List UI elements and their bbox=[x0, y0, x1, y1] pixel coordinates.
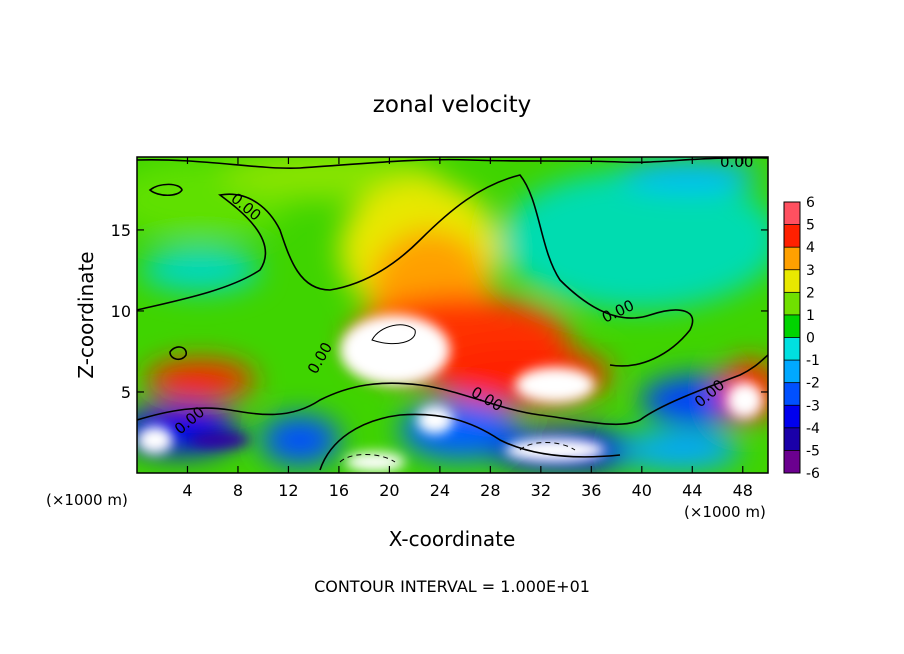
contour-line bbox=[319, 413, 621, 471]
colorbar: -6 -5 -4 -3 -2 -1 0 1 2 3 4 5 6 bbox=[783, 195, 820, 482]
colorbar-label: 5 bbox=[806, 218, 815, 234]
x-tick-label: 24 bbox=[430, 481, 450, 500]
contour-line bbox=[148, 183, 183, 197]
plot-area: 0.00 0.00 0.00 0.00 0.00 0.00 0.00 bbox=[137, 153, 768, 473]
contour-line bbox=[137, 354, 768, 426]
contour-line-dashed bbox=[519, 442, 576, 451]
contour-line bbox=[169, 346, 187, 361]
x-tick-label: 28 bbox=[480, 481, 500, 500]
x-tick-label: 48 bbox=[733, 481, 753, 500]
colorbar-label: -4 bbox=[806, 421, 820, 437]
chart-title: zonal velocity bbox=[373, 92, 531, 118]
contour-line bbox=[137, 157, 768, 170]
x-unit-left: (×1000 m) bbox=[46, 491, 128, 509]
colorbar-label: 3 bbox=[806, 263, 815, 279]
contour-line-dashed bbox=[339, 454, 396, 463]
x-tick-label: 8 bbox=[233, 481, 243, 500]
colorbar-swatch bbox=[784, 427, 800, 451]
x-tick-label: 36 bbox=[581, 481, 601, 500]
colorbar-label: 0 bbox=[806, 331, 815, 347]
colorbar-swatch bbox=[784, 337, 800, 361]
colorbar-label: -1 bbox=[806, 353, 820, 369]
contour-interval-footer: CONTOUR INTERVAL = 1.000E+01 bbox=[314, 577, 590, 596]
x-tick-label: 40 bbox=[632, 481, 652, 500]
plot-frame bbox=[136, 156, 769, 474]
colorbar-label: 1 bbox=[806, 308, 815, 324]
colorbar-swatch bbox=[784, 224, 800, 248]
colorbar-label: -3 bbox=[806, 398, 820, 414]
colorbar-swatch bbox=[784, 269, 800, 293]
x-tick-label: 32 bbox=[531, 481, 551, 500]
colorbar-label: 4 bbox=[806, 240, 815, 256]
colorbar-label: 6 bbox=[806, 195, 815, 211]
y-tick-label: 10 bbox=[111, 302, 131, 321]
colorbar-swatch bbox=[784, 450, 800, 473]
colorbar-swatch bbox=[784, 247, 800, 270]
colorbar-label: -5 bbox=[806, 443, 820, 459]
colorbar-swatch bbox=[784, 202, 800, 225]
x-tick-label: 16 bbox=[329, 481, 349, 500]
y-tick-label: 5 bbox=[121, 383, 131, 402]
colorbar-swatch bbox=[784, 405, 800, 428]
colorbar-swatch bbox=[784, 314, 800, 338]
x-tick-label: 20 bbox=[379, 481, 399, 500]
colorbar-label: -2 bbox=[806, 376, 820, 392]
x-unit-right: (×1000 m) bbox=[684, 503, 766, 521]
zero-contours bbox=[137, 157, 768, 471]
colorbar-swatch bbox=[784, 360, 800, 383]
contour-line-inner bbox=[371, 324, 416, 345]
colorbar-label: -6 bbox=[806, 466, 820, 482]
x-axis-label: X-coordinate bbox=[389, 527, 516, 551]
x-tick-label: 12 bbox=[278, 481, 298, 500]
x-tick-label: 44 bbox=[682, 481, 702, 500]
x-tick-label: 4 bbox=[182, 481, 192, 500]
colorbar-label: 2 bbox=[806, 285, 815, 301]
colorbar-swatch bbox=[784, 292, 800, 315]
colorbar-swatch bbox=[784, 382, 800, 406]
y-tick-label: 15 bbox=[111, 221, 131, 240]
contour-line bbox=[137, 174, 694, 367]
y-axis-label: Z-coordinate bbox=[74, 251, 98, 378]
velocity-extremes bbox=[137, 315, 763, 472]
contour-label: 0.00 bbox=[720, 153, 753, 171]
